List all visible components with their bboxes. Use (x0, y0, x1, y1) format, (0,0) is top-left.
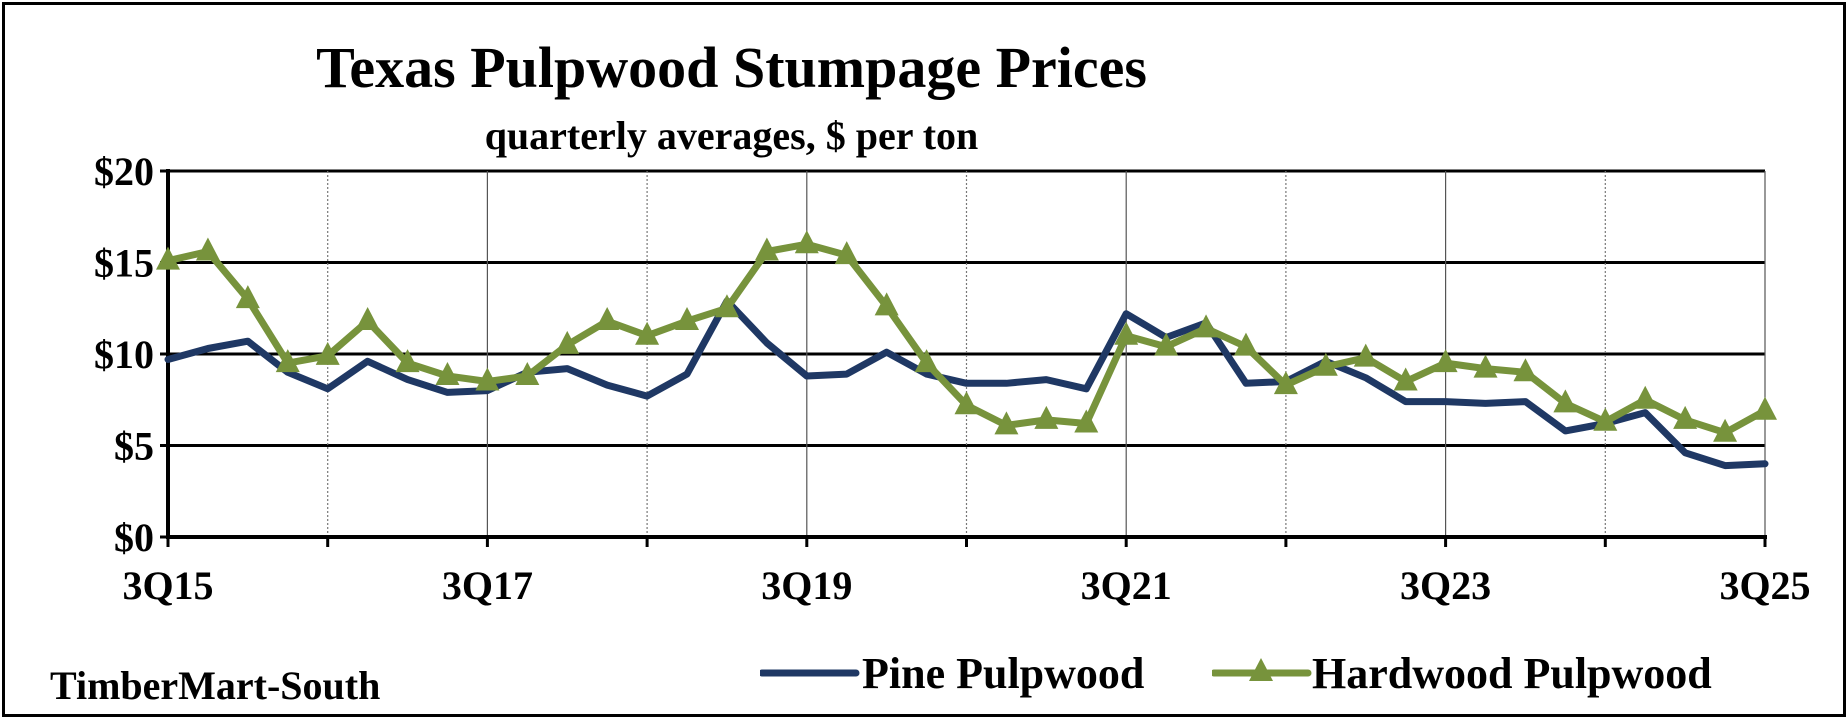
hardwood-marker (435, 361, 460, 385)
hardwood-marker (475, 367, 500, 391)
hardwood-marker (355, 307, 380, 331)
y-tick-label: $0 (114, 515, 154, 560)
hardwood-marker (1233, 332, 1258, 356)
hardwood-marker (1433, 349, 1458, 373)
grid (168, 169, 1766, 537)
hardwood-marker (1393, 367, 1418, 391)
hardwood-marker (994, 411, 1019, 435)
hardwood-marker (1553, 389, 1578, 413)
hardwood-marker (834, 241, 859, 265)
hardwood-marker (635, 321, 660, 345)
hardwood-marker (595, 307, 620, 331)
hardwood-marker (914, 349, 939, 373)
hardwood-marker (1593, 407, 1618, 431)
x-tick-label: 3Q25 (1719, 563, 1810, 608)
hardwood-marker (874, 292, 899, 316)
chart-subtitle: quarterly averages, $ per ton (484, 113, 979, 158)
hardwood-marker (1353, 343, 1378, 367)
x-tick-label: 3Q17 (442, 563, 533, 608)
hardwood-marker (515, 361, 540, 385)
x-tick-label: 3Q15 (122, 563, 213, 608)
x-tick-label: 3Q19 (761, 563, 852, 608)
legend-line-hardwood (1212, 658, 1312, 681)
x-tick-label: 3Q21 (1081, 563, 1172, 608)
legend-item-hardwood: Hardwood Pulpwood (1212, 648, 1772, 698)
legend-label-pine: Pine Pulpwood (862, 649, 1145, 698)
hardwood-marker (1154, 332, 1179, 356)
hardwood-marker (156, 246, 180, 270)
source-label: TimberMart-South (50, 663, 381, 708)
hardwood-marker (1753, 396, 1777, 420)
hardwood-marker (1313, 352, 1338, 376)
hardwood-marker (1273, 371, 1298, 395)
hardwood-marker (1713, 418, 1738, 442)
legend-item-pine: Pine Pulpwood (760, 648, 1180, 698)
hardwood-marker (555, 330, 580, 354)
chart-title: Texas Pulpwood Stumpage Prices (316, 35, 1147, 100)
hardwood-marker (1034, 405, 1059, 429)
hardwood-marker (315, 341, 340, 365)
hardwood-marker (675, 307, 700, 331)
hardwood-marker (395, 349, 420, 373)
hardwood-marker (1633, 385, 1658, 409)
hardwood-marker (235, 285, 260, 309)
hardwood-marker (275, 349, 300, 373)
hardwood-marker (1673, 405, 1698, 429)
hardwood-marker (1074, 409, 1099, 433)
y-tick-label: $15 (94, 241, 154, 286)
hardwood-marker (714, 294, 739, 318)
hardwood-marker (954, 391, 979, 415)
hardwood-marker (754, 237, 779, 261)
series (156, 230, 1777, 470)
tick-labels: $0 $5 $10 $15 $20 3Q15 3Q17 3Q19 3Q21 3Q23 3Q25 (94, 149, 1811, 608)
hardwood-marker (195, 237, 220, 261)
hardwood-marker (1114, 321, 1139, 345)
y-tick-label: $5 (114, 424, 154, 469)
legend-line-pine (760, 669, 860, 677)
series-line-pine (164, 297, 1769, 470)
y-tick-label: $20 (94, 149, 154, 194)
x-tick-label: 3Q23 (1400, 563, 1491, 608)
hardwood-marker (794, 230, 819, 254)
y-tick-label: $10 (94, 332, 154, 377)
hardwood-marker (1473, 354, 1498, 378)
hardwood-marker (1194, 314, 1219, 338)
legend-label-hardwood: Hardwood Pulpwood (1312, 649, 1712, 698)
hardwood-marker (1513, 358, 1538, 382)
